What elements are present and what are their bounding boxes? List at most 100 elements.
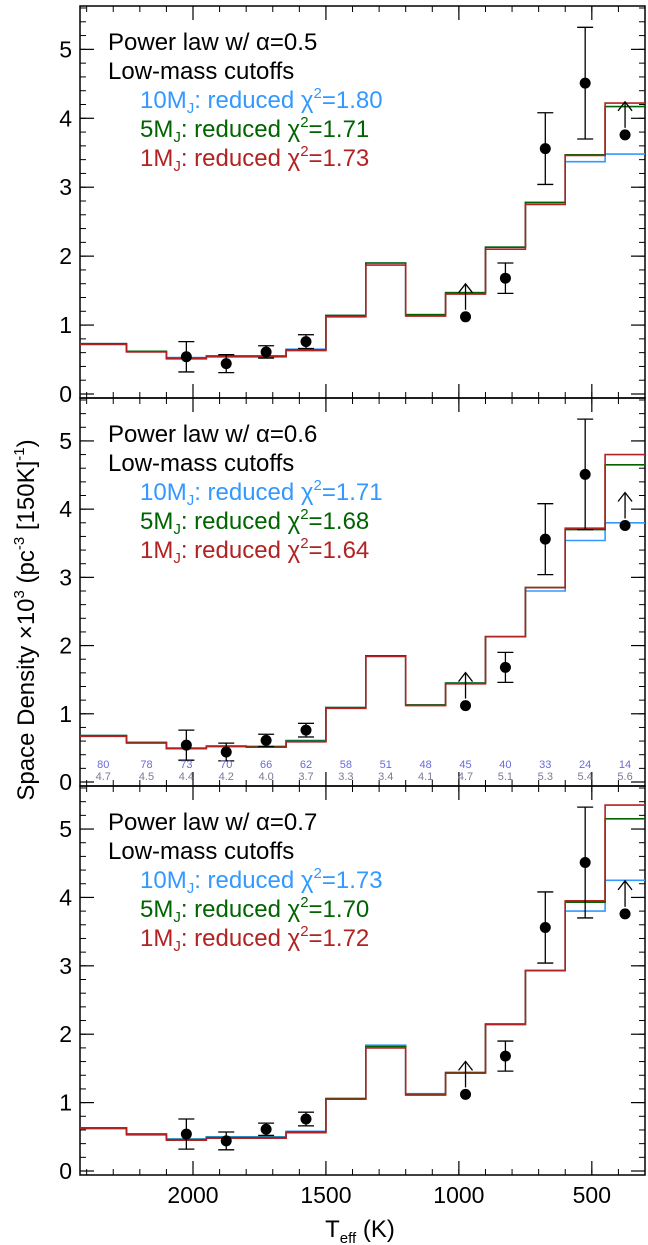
y-axis-label-end: ) [13, 439, 40, 447]
observed-point [180, 739, 192, 751]
legend-entry-10m: 10MJ: reduced χ2=1.73 [140, 865, 383, 897]
count-label-bottom: 4.7 [96, 771, 111, 783]
legend-entry-5m: 5MJ: reduced χ2=1.68 [140, 506, 369, 538]
observed-point [539, 922, 551, 934]
legend-entry-1m: 1MJ: reduced χ2=1.73 [140, 143, 369, 175]
x-axis-label-end: (K) [356, 1216, 395, 1243]
count-label-top: 24 [579, 759, 591, 771]
y-tick-label: 4 [59, 496, 72, 522]
y-tick-label: 2 [59, 633, 72, 659]
observed-point [499, 272, 511, 284]
observed-point [460, 1088, 472, 1100]
y-axis-label-main: Space Density ×10 [13, 598, 40, 800]
panel-2: 012345804.7784.5734.4704.2664.0623.7583.… [59, 397, 646, 795]
legend-entry-10m: 10MJ: reduced χ2=1.80 [140, 85, 383, 117]
y-tick-label: 5 [59, 428, 72, 454]
count-label-top: 14 [619, 759, 631, 771]
y-tick-label: 0 [59, 381, 72, 407]
x-axis-label-main: T [325, 1216, 340, 1243]
observed-point [220, 358, 232, 370]
x-tick-label: 2000 [167, 1182, 218, 1208]
lower-limit-arrow-head [458, 282, 474, 294]
count-label-top: 51 [380, 759, 392, 771]
y-tick-label: 4 [59, 105, 72, 131]
count-label-bottom: 4.4 [179, 771, 194, 783]
count-label-bottom: 4.5 [139, 771, 154, 783]
observed-point [180, 351, 192, 363]
y-tick-label: 3 [59, 174, 72, 200]
panel-subtitle: Low-mass cutoffs [108, 450, 294, 477]
observed-point [460, 700, 472, 712]
model-series-1m-line [80, 804, 645, 1141]
observed-point [619, 908, 631, 920]
panel-frame [79, 785, 646, 1176]
panel-title: Power law w/ α=0.5 [108, 29, 317, 56]
legend-entry-5m: 5MJ: reduced χ2=1.71 [140, 114, 369, 146]
lower-limit-arrow-head [617, 491, 633, 502]
legend-entry-1m: 1MJ: reduced χ2=1.64 [140, 535, 369, 567]
count-label-top: 48 [420, 759, 432, 771]
legend-entry-10m: 10MJ: reduced χ2=1.71 [140, 477, 383, 509]
lower-limit-arrow-head [458, 671, 474, 682]
observed-point [619, 129, 631, 141]
count-label-bottom: 5.1 [498, 771, 513, 783]
y-tick-label: 1 [59, 1090, 72, 1116]
count-label-bottom: 3.4 [378, 771, 393, 783]
y-tick-label: 4 [59, 884, 72, 910]
x-tick-label: 1500 [300, 1182, 351, 1208]
lower-limit-arrow-head [458, 1060, 474, 1071]
lower-limit-arrow-head [617, 100, 633, 112]
x-axis-label: Teff (K) [325, 1216, 395, 1245]
y-tick-label: 0 [59, 1158, 72, 1184]
model-series-1m-line [80, 102, 645, 360]
count-label-top: 33 [539, 759, 551, 771]
observed-point [539, 533, 551, 545]
y-tick-label: 3 [59, 564, 72, 590]
count-label-top: 40 [499, 759, 511, 771]
count-label-bottom: 4.0 [258, 771, 273, 783]
observed-point [499, 1050, 511, 1062]
count-label-bottom: 4.2 [219, 771, 234, 783]
y-tick-label: 2 [59, 1021, 72, 1047]
panel-subtitle: Low-mass cutoffs [108, 838, 294, 865]
y-tick-label: 1 [59, 312, 72, 338]
observed-point [300, 1113, 312, 1125]
count-label-bottom: 5.3 [538, 771, 553, 783]
count-label-top: 73 [180, 759, 192, 771]
lower-limit-arrow-head [617, 879, 633, 891]
x-axis-label-sub: eff [340, 1230, 357, 1245]
count-label-bottom: 3.3 [338, 771, 353, 783]
observed-point [260, 734, 272, 746]
panel-title: Power law w/ α=0.7 [108, 809, 317, 836]
panel-subtitle: Low-mass cutoffs [108, 58, 294, 85]
observed-point [539, 143, 551, 155]
observed-point [579, 77, 591, 89]
count-label-top: 78 [140, 759, 152, 771]
count-label-bottom: 4.7 [458, 771, 473, 783]
count-label-bottom: 5.4 [578, 771, 593, 783]
y-axis-label-mid: (pc [13, 550, 40, 590]
y-tick-label: 3 [59, 953, 72, 979]
observed-point [260, 1123, 272, 1135]
y-axis-label-sup3: -1 [11, 447, 28, 460]
observed-point [220, 1135, 232, 1147]
count-label-top: 80 [97, 759, 109, 771]
y-tick-label: 0 [59, 769, 72, 795]
y-axis-label: Space Density ×103 (pc-3 [150K]-1) [11, 439, 40, 800]
y-tick-label: 5 [59, 816, 72, 842]
count-label-bottom: 4.1 [418, 771, 433, 783]
x-tick-label: 1000 [433, 1182, 484, 1208]
panel-title: Power law w/ α=0.6 [108, 421, 317, 448]
y-tick-label: 1 [59, 701, 72, 727]
count-label-top: 70 [220, 759, 232, 771]
observed-point [579, 468, 591, 480]
count-label-top: 45 [459, 759, 471, 771]
legend-entry-1m: 1MJ: reduced χ2=1.72 [140, 923, 369, 955]
x-tick-label: 500 [573, 1182, 611, 1208]
count-label-top: 66 [260, 759, 272, 771]
y-axis-label-sup2: -3 [11, 537, 28, 550]
y-axis-label-sup1: 3 [11, 590, 28, 598]
